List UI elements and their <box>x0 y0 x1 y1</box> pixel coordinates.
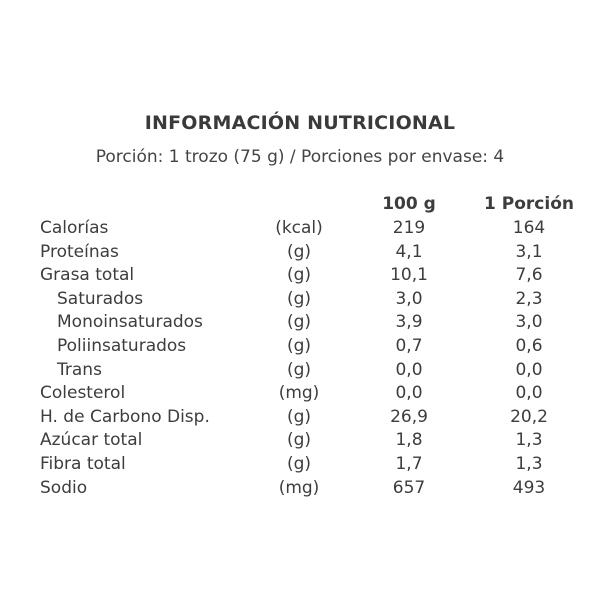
nutrient-name: Fibra total <box>40 453 126 474</box>
value-per-100g: 0,7 <box>395 335 423 356</box>
nutrient-name: Colesterol <box>40 383 126 404</box>
value-per-100g: 4,1 <box>395 241 423 262</box>
value-per-100g: 3,9 <box>395 312 423 333</box>
value-per-100g: 0,0 <box>395 359 423 380</box>
value-per-portion: 3,0 <box>515 312 543 333</box>
table-row: H. de Carbono Disp. (g) 26,9 20,2 <box>40 406 580 430</box>
nutrient-unit: (g) <box>286 430 312 451</box>
value-per-100g: 219 <box>392 218 426 238</box>
nutrient-name: Trans <box>57 359 102 380</box>
nutrient-name: Saturados <box>57 288 144 309</box>
value-per-portion: 0,0 <box>515 359 543 380</box>
value-per-100g: 3,0 <box>395 288 423 309</box>
value-per-100g: 1,8 <box>395 430 423 451</box>
value-per-portion: 7,6 <box>515 265 543 286</box>
value-per-100g: 10,1 <box>390 265 428 286</box>
value-per-portion: 0,6 <box>515 335 543 356</box>
table-row: Poliinsaturados (g) 0,7 0,6 <box>40 335 580 359</box>
nutrient-name: Sodio <box>40 477 88 498</box>
nutrient-unit: (g) <box>286 335 312 356</box>
table-row: Proteínas (g) 4,1 3,1 <box>40 241 580 265</box>
table-row: Azúcar total (g) 1,8 1,3 <box>40 429 580 453</box>
table-row: Sodio (mg) 657 493 <box>40 477 580 501</box>
table-header-row: 100 g 1 Porción <box>40 193 580 217</box>
value-per-portion: 493 <box>512 477 546 498</box>
table-row: Monoinsaturados (g) 3,9 3,0 <box>40 311 580 335</box>
table-row: Calorías (kcal) 219 164 <box>40 217 580 241</box>
value-per-portion: 2,3 <box>515 288 543 309</box>
nutrient-name: Proteínas <box>40 241 119 262</box>
table-row: Grasa total (g) 10,1 7,6 <box>40 264 580 288</box>
table-row: Saturados (g) 3,0 2,3 <box>40 288 580 312</box>
nutrient-unit: (g) <box>286 453 312 474</box>
value-per-portion: 0,0 <box>515 383 543 404</box>
nutrient-unit: (g) <box>286 265 312 286</box>
nutrition-title: INFORMACIÓN NUTRICIONAL <box>144 112 456 134</box>
nutrient-name: H. de Carbono Disp. <box>40 406 210 427</box>
table-row: Fibra total (g) 1,7 1,3 <box>40 453 580 477</box>
table-row: Trans (g) 0,0 0,0 <box>40 359 580 383</box>
nutrient-name: Grasa total <box>40 265 135 286</box>
nutrient-unit: (g) <box>286 312 312 333</box>
nutrient-unit: (g) <box>286 406 312 427</box>
column-header-portion: 1 Porción <box>484 194 574 214</box>
nutrient-unit: (g) <box>286 288 312 309</box>
nutrient-unit: (mg) <box>278 383 320 404</box>
value-per-portion: 3,1 <box>515 241 543 262</box>
portion-info: Porción: 1 trozo (75 g) / Porciones por … <box>95 147 505 167</box>
nutrient-name: Monoinsaturados <box>57 312 203 333</box>
nutrient-unit: (mg) <box>278 477 320 498</box>
nutrient-name: Poliinsaturados <box>57 335 187 356</box>
nutrition-rows: Calorías (kcal) 219 164 Proteínas (g) 4,1 3,1 Gr… <box>40 217 580 500</box>
value-per-100g: 657 <box>392 477 426 498</box>
value-per-portion: 1,3 <box>515 453 543 474</box>
nutrition-table: 100 g 1 Porción Calorías (kcal) 219 164 Prot… <box>40 193 580 500</box>
value-per-100g: 1,7 <box>395 453 423 474</box>
value-per-100g: 0,0 <box>395 383 423 404</box>
column-header-100g: 100 g <box>382 194 436 214</box>
value-per-portion: 20,2 <box>510 406 548 427</box>
nutrient-name: Calorías <box>40 218 109 238</box>
nutrient-unit: (g) <box>286 241 312 262</box>
value-per-100g: 26,9 <box>390 406 428 427</box>
value-per-portion: 164 <box>512 218 546 238</box>
nutrient-unit: (kcal) <box>275 218 323 238</box>
table-row: Colesterol (mg) 0,0 0,0 <box>40 382 580 406</box>
value-per-portion: 1,3 <box>515 430 543 451</box>
nutrient-name: Azúcar total <box>40 430 143 451</box>
nutrient-unit: (g) <box>286 359 312 380</box>
